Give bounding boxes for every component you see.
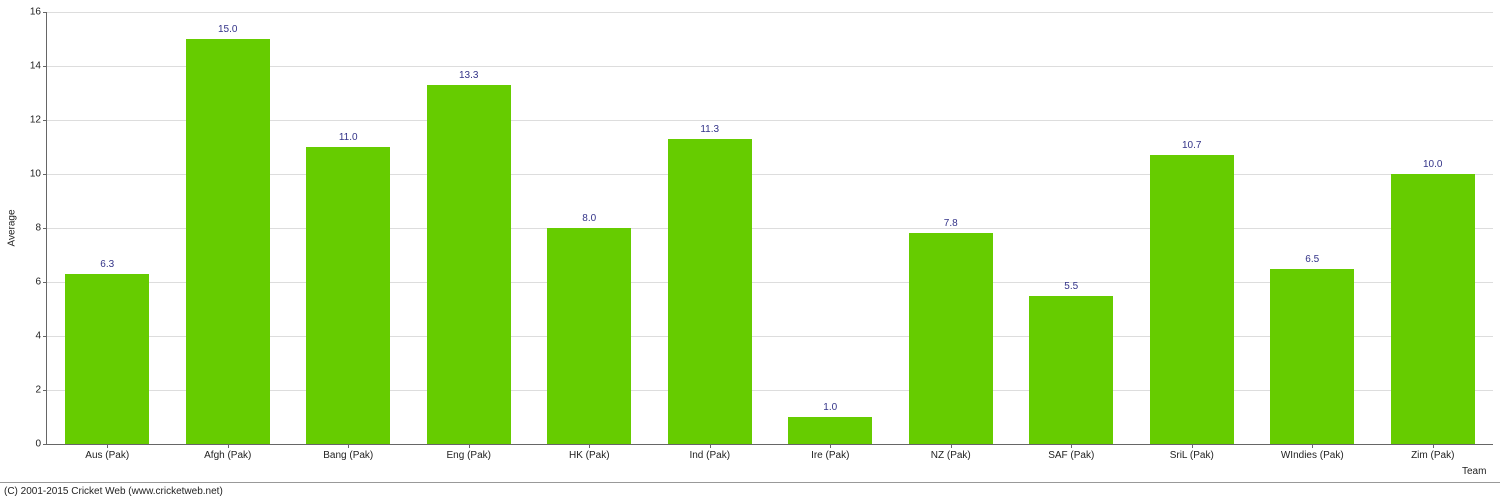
bar-value-label: 13.3	[459, 70, 478, 81]
bar: 11.3	[668, 139, 752, 444]
y-tick-label: 2	[35, 385, 47, 396]
bar: 5.5	[1029, 296, 1113, 445]
x-tick-label: WIndies (Pak)	[1281, 444, 1344, 461]
bar-value-label: 6.5	[1305, 254, 1319, 265]
bar: 13.3	[427, 85, 511, 444]
footer-copyright: (C) 2001-2015 Cricket Web (www.cricketwe…	[4, 486, 223, 497]
bar: 10.0	[1391, 174, 1475, 444]
x-tick-label: HK (Pak)	[569, 444, 610, 461]
bar-value-label: 11.3	[700, 124, 719, 135]
y-tick-label: 14	[30, 61, 47, 72]
x-tick-label: Afgh (Pak)	[204, 444, 251, 461]
y-tick-label: 6	[35, 277, 47, 288]
x-tick-label: Ire (Pak)	[811, 444, 849, 461]
bar-value-label: 10.7	[1182, 140, 1201, 151]
bar: 10.7	[1150, 155, 1234, 444]
plot-area: 02468101214166.3Aus (Pak)15.0Afgh (Pak)1…	[46, 12, 1493, 445]
y-tick-label: 0	[35, 439, 47, 450]
x-axis-title: Team	[1462, 466, 1486, 477]
x-tick-label: NZ (Pak)	[931, 444, 971, 461]
bar: 15.0	[186, 39, 270, 444]
chart-container: 02468101214166.3Aus (Pak)15.0Afgh (Pak)1…	[0, 0, 1500, 500]
bar-value-label: 8.0	[582, 213, 596, 224]
y-tick-label: 16	[30, 7, 47, 18]
bar-value-label: 7.8	[944, 218, 958, 229]
bar-value-label: 1.0	[823, 402, 837, 413]
x-tick-label: SriL (Pak)	[1170, 444, 1214, 461]
bar-value-label: 5.5	[1064, 281, 1078, 292]
footer-divider	[0, 482, 1500, 483]
y-tick-label: 12	[30, 115, 47, 126]
y-axis-title: Average	[7, 209, 18, 246]
y-tick-label: 10	[30, 169, 47, 180]
x-tick-label: Aus (Pak)	[85, 444, 129, 461]
y-tick-label: 4	[35, 331, 47, 342]
x-tick-label: Ind (Pak)	[689, 444, 730, 461]
bar: 8.0	[547, 228, 631, 444]
bar-value-label: 11.0	[339, 132, 358, 143]
bar: 6.3	[65, 274, 149, 444]
bar: 6.5	[1270, 269, 1354, 445]
x-tick-label: SAF (Pak)	[1048, 444, 1094, 461]
bar-value-label: 10.0	[1423, 159, 1442, 170]
y-tick-label: 8	[35, 223, 47, 234]
x-tick-label: Eng (Pak)	[447, 444, 491, 461]
bar: 1.0	[788, 417, 872, 444]
x-tick-label: Bang (Pak)	[323, 444, 373, 461]
bar-value-label: 15.0	[218, 24, 237, 35]
bar: 7.8	[909, 233, 993, 444]
x-tick-label: Zim (Pak)	[1411, 444, 1454, 461]
bar-value-label: 6.3	[100, 259, 114, 270]
bar: 11.0	[306, 147, 390, 444]
y-gridline	[47, 12, 1493, 13]
